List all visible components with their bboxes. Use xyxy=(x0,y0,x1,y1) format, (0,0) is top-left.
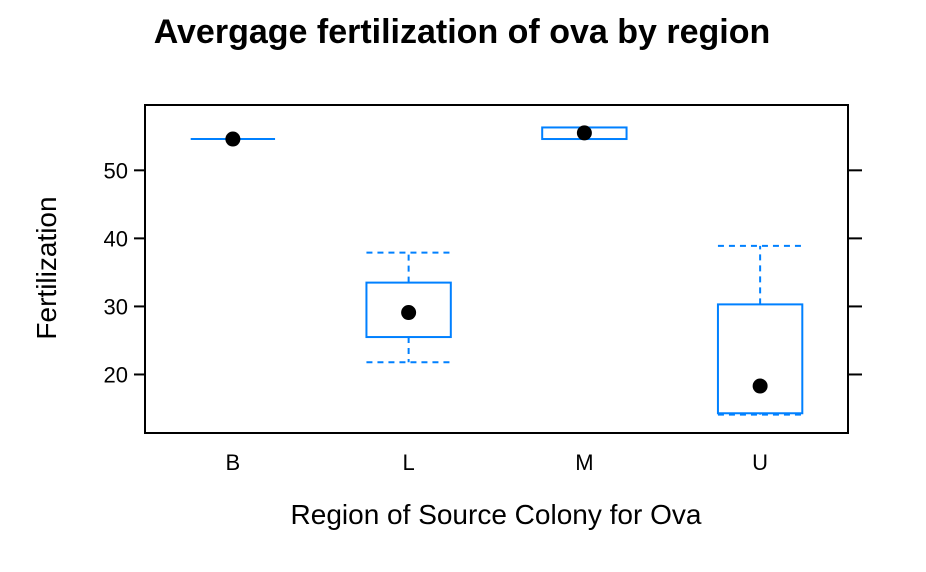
box-M xyxy=(541,125,628,141)
median-dot xyxy=(752,378,768,394)
boxes-layer xyxy=(190,125,804,416)
y-tick-label: 50 xyxy=(104,158,128,183)
y-tick-label: 20 xyxy=(104,362,128,387)
box-rect xyxy=(365,281,452,339)
y-tick-label: 30 xyxy=(104,294,128,319)
box-rect xyxy=(716,303,804,415)
box-U xyxy=(716,244,804,416)
y-tick-label: 40 xyxy=(104,226,128,251)
x-tick-label: B xyxy=(226,450,241,475)
chart-title: Avergage fertilization of ova by region xyxy=(154,13,771,51)
x-tick-label: L xyxy=(403,450,415,475)
median-dot xyxy=(401,305,417,321)
x-tick-label: M xyxy=(575,450,593,475)
x-axis-label: Region of Source Colony for Ova xyxy=(291,499,702,530)
median-dot xyxy=(225,131,241,147)
plot-frame xyxy=(144,104,849,434)
ticks-layer: 20 30 40 50 B L M U xyxy=(104,158,862,475)
box-L xyxy=(365,251,452,364)
y-axis-label: Fertilization xyxy=(31,196,62,339)
x-tick-label: U xyxy=(752,450,768,475)
box-B xyxy=(190,131,276,147)
median-dot xyxy=(576,125,592,141)
